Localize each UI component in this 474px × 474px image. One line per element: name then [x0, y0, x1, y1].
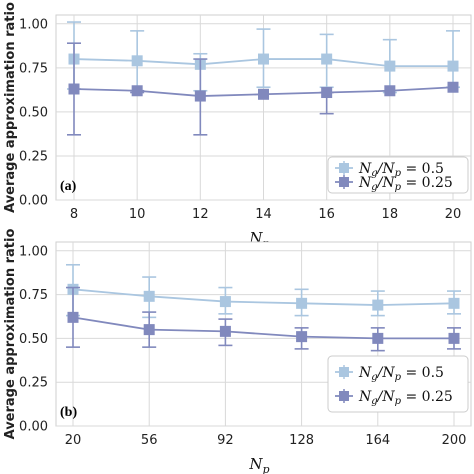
legend-label: Ng/Np = 0.5 — [358, 365, 444, 383]
x-tick-label: 10 — [129, 207, 146, 222]
data-marker — [372, 299, 384, 311]
panel-label: (b) — [60, 405, 77, 420]
x-tick-label: 18 — [382, 207, 399, 222]
x-tick-label: 56 — [141, 433, 158, 448]
legend-marker — [339, 163, 349, 173]
data-marker — [384, 60, 396, 72]
chart-panel-a: 0.00 0.25 0.50 0.75 1.00 8 10 12 14 16 18 20 Ng/Np =… — [3, 2, 472, 250]
data-marker — [448, 297, 460, 309]
x-tick-label: 164 — [365, 433, 390, 448]
x-tick-label: 200 — [442, 433, 467, 448]
data-marker — [447, 60, 459, 72]
data-marker — [131, 85, 143, 97]
y-tick-label: 0.50 — [19, 332, 48, 347]
data-marker — [194, 90, 206, 102]
data-marker — [321, 53, 333, 65]
y-axis-title: Average approximation ratio — [3, 2, 18, 213]
data-marker — [448, 332, 460, 344]
y-tick-label: 0.50 — [19, 105, 48, 120]
data-marker — [296, 331, 308, 343]
y-tick-label: 1.00 — [19, 244, 48, 259]
data-marker — [384, 85, 396, 97]
data-marker — [68, 83, 80, 95]
data-marker — [372, 332, 384, 344]
data-marker — [447, 81, 459, 93]
y-tick-label: 0.00 — [19, 420, 48, 435]
data-marker — [258, 53, 269, 65]
x-tick-label: 92 — [217, 433, 234, 448]
legend-marker — [339, 177, 349, 187]
data-marker — [219, 325, 231, 337]
x-tick-label: 16 — [318, 207, 335, 222]
panel-label: (a) — [60, 179, 77, 194]
series-ratio-0-25 — [67, 42, 459, 136]
legend: Ng/Np = 0.5Ng/Np = 0.25 — [327, 156, 469, 194]
data-marker — [143, 290, 155, 302]
y-tick-label: 0.75 — [19, 288, 48, 303]
data-marker — [67, 311, 79, 323]
data-marker — [321, 87, 333, 99]
x-tick-label: 128 — [289, 433, 314, 448]
x-tick-label: 12 — [192, 207, 209, 222]
x-tick-label: 14 — [255, 207, 272, 222]
x-tick-label: 20 — [65, 433, 82, 448]
x-tick-label: 20 — [445, 207, 462, 222]
legend-label: Ng/Np = 0.25 — [358, 389, 453, 407]
x-tick-label: 8 — [70, 207, 78, 222]
legend-marker — [339, 367, 349, 377]
legend-box — [327, 355, 469, 413]
legend-marker — [339, 391, 349, 401]
chart-panel-b: 0.00 0.25 0.50 0.75 1.00 20 56 92 128 164 200 Ng/Np… — [3, 229, 472, 474]
y-tick-label: 1.00 — [19, 17, 48, 32]
series-ratio-0-25 — [66, 286, 461, 352]
data-marker — [219, 296, 231, 308]
x-axis-title: Np — [248, 455, 269, 474]
data-marker — [258, 88, 269, 100]
legend-label: Ng/Np = 0.25 — [358, 175, 453, 193]
legend: Ng/Np = 0.5 Ng/Np = 0.25 — [327, 355, 469, 413]
series-line — [72, 288, 455, 306]
legend-label: Ng/Np = 0.5 — [358, 161, 444, 179]
y-axis-title: Average approximation ratio — [3, 229, 18, 440]
data-marker — [143, 324, 155, 336]
legend-box — [327, 156, 469, 194]
y-tick-label: 0.75 — [19, 61, 48, 76]
data-marker — [296, 297, 308, 309]
y-tick-label: 0.25 — [19, 149, 48, 164]
series-line — [72, 316, 454, 340]
data-marker — [131, 55, 143, 67]
y-tick-label: 0.25 — [19, 376, 48, 391]
y-tick-label: 0.00 — [19, 194, 48, 209]
